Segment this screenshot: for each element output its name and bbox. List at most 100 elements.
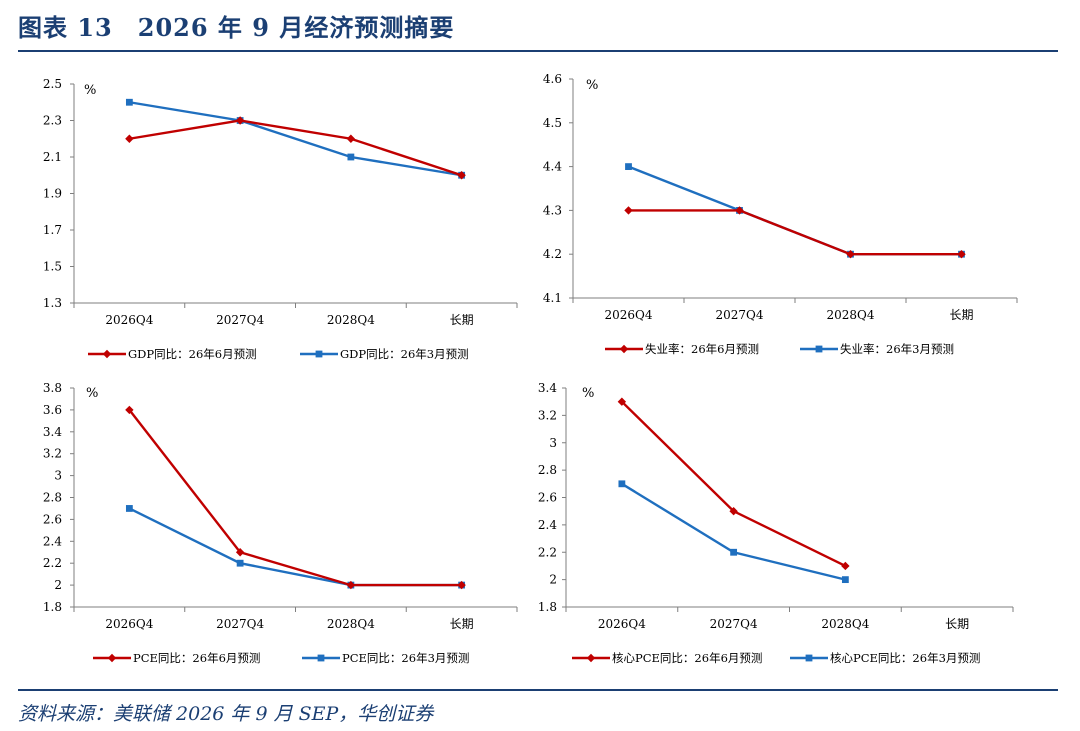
x-tick-label: 2027Q4 <box>216 617 264 631</box>
y-tick-label: 2.8 <box>43 491 62 505</box>
y-tick-label: 3.2 <box>538 408 557 422</box>
y-tick-label: 3.2 <box>43 447 62 461</box>
chart-1: 2.5 2.3 2.1 1.9 1.7 1.5 1.3 2026Q4 2027Q4 2028Q4 长… <box>43 77 518 361</box>
data-point-jun <box>729 506 738 516</box>
data-point-jun <box>457 580 466 590</box>
legend-swatch-marker <box>805 654 813 662</box>
data-point-mar <box>625 163 632 170</box>
legend-swatch-marker <box>619 344 629 354</box>
data-point-mar <box>125 98 133 106</box>
series-line-mar <box>621 482 846 581</box>
x-tick-label: 2028Q4 <box>821 617 869 631</box>
legend-label: PCE同比：26年6月预测 <box>133 651 260 665</box>
data-point-jun <box>346 580 356 590</box>
series-line-mar <box>129 101 462 177</box>
series-line-jun <box>628 209 962 256</box>
data-point-mar <box>618 480 626 488</box>
x-tick-label: 长期 <box>450 617 474 631</box>
x-tick-label: 2028Q4 <box>826 308 874 322</box>
y-tick-label: 3.4 <box>43 425 62 439</box>
y-tick-label: 2.8 <box>538 463 557 477</box>
data-point-mar <box>841 576 849 584</box>
x-tick-label: 2026Q4 <box>105 617 153 631</box>
legend-swatch-marker <box>315 350 323 358</box>
unit-label: % <box>582 386 594 401</box>
y-tick-label: 1.8 <box>538 600 557 614</box>
y-tick-label: 2.6 <box>538 491 557 505</box>
x-tick-label: 长期 <box>450 313 474 327</box>
data-point-mar <box>236 559 244 567</box>
legend-label: 失业率：26年6月预测 <box>645 342 759 356</box>
y-tick-label: 2.4 <box>538 518 557 532</box>
data-point-jun <box>841 561 850 571</box>
y-tick-label: 2.2 <box>43 556 62 570</box>
y-tick-label: 4.4 <box>543 160 562 174</box>
x-tick-label: 长期 <box>949 308 973 322</box>
legend-label: 核心PCE同比：26年3月预测 <box>830 651 980 665</box>
data-point-jun <box>235 548 245 557</box>
footer-rule <box>18 689 1058 691</box>
y-tick-label: 3.8 <box>43 381 62 395</box>
y-tick-label: 1.7 <box>43 223 62 237</box>
x-tick-label: 2026Q4 <box>598 617 646 631</box>
x-tick-label: 2026Q4 <box>604 308 652 322</box>
legend-label: 失业率：26年3月预测 <box>840 342 954 356</box>
unit-label: % <box>586 78 598 93</box>
series-line-jun <box>621 400 846 568</box>
y-tick-label: 1.9 <box>43 187 62 201</box>
page-title: 图表 13 2026 年 9 月经济预测摘要 <box>18 13 455 42</box>
data-point-jun <box>846 250 855 259</box>
y-tick-label: 2.4 <box>43 534 62 548</box>
x-tick-label: 长期 <box>945 617 969 631</box>
x-tick-label: 2028Q4 <box>327 313 375 327</box>
y-tick-label: 4.5 <box>543 116 562 130</box>
legend-label: 核心PCE同比：26年6月预测 <box>612 651 762 665</box>
y-tick-label: 2.1 <box>43 150 62 164</box>
legend-swatch-marker <box>815 345 823 353</box>
series-line-jun <box>129 119 463 177</box>
y-tick-label: 2.3 <box>43 114 62 128</box>
y-tick-label: 2.5 <box>43 77 62 91</box>
source-note: 资料来源：美联储 2026 年 9 月 SEP，华创证券 <box>18 703 434 725</box>
data-point-mar <box>347 153 355 161</box>
y-tick-label: 3.6 <box>43 403 62 417</box>
chart-2: 4.6 4.5 4.4 4.3 4.2 4.1 2026Q4 2027Q4 2028Q4 长期% 失… <box>543 72 1018 356</box>
y-tick-label: 3 <box>549 436 557 450</box>
legend-label: GDP同比：26年6月预测 <box>128 347 257 361</box>
legend-swatch-marker <box>102 349 112 359</box>
x-tick-label: 2027Q4 <box>710 617 758 631</box>
x-tick-label: 2027Q4 <box>715 308 763 322</box>
series-line-mar <box>128 507 462 587</box>
data-point-jun <box>457 171 466 180</box>
data-point-mar <box>125 505 133 512</box>
y-tick-label: 1.5 <box>43 260 62 274</box>
y-tick-label: 1.3 <box>43 296 62 310</box>
y-tick-label: 4.2 <box>543 247 562 261</box>
data-point-mar <box>730 548 738 556</box>
y-tick-label: 2 <box>54 578 62 592</box>
header-rule <box>18 50 1058 52</box>
y-tick-label: 2.2 <box>538 545 557 559</box>
chart-4: 3.4 3.2 3 2.8 2.6 2.4 2.2 2 1.8 2026Q4 2027Q4 2028Q… <box>538 381 1014 665</box>
x-tick-label: 2028Q4 <box>327 617 375 631</box>
x-tick-label: 2026Q4 <box>105 313 153 327</box>
y-tick-label: 2.6 <box>43 512 62 526</box>
y-tick-label: 4.1 <box>543 291 562 305</box>
data-point-jun <box>617 397 627 406</box>
unit-label: % <box>86 386 98 401</box>
legend-label: GDP同比：26年3月预测 <box>340 347 469 361</box>
y-tick-label: 3.4 <box>538 381 557 395</box>
legend-swatch-marker <box>317 654 325 662</box>
data-point-jun <box>346 134 356 143</box>
data-point-jun <box>624 206 633 215</box>
legend-swatch-marker <box>107 653 117 663</box>
data-point-jun <box>125 134 134 143</box>
data-point-jun <box>235 116 245 125</box>
y-tick-label: 3 <box>54 469 62 483</box>
legend-swatch-marker <box>586 653 596 663</box>
data-point-jun <box>957 250 966 259</box>
x-tick-label: 2027Q4 <box>216 313 264 327</box>
legend-label: PCE同比：26年3月预测 <box>342 651 469 665</box>
chart-3: 3.8 3.6 3.4 3.2 3 2.8 2.6 2.4 2.2 2 1.8 2026Q4 2027Q… <box>43 381 518 665</box>
